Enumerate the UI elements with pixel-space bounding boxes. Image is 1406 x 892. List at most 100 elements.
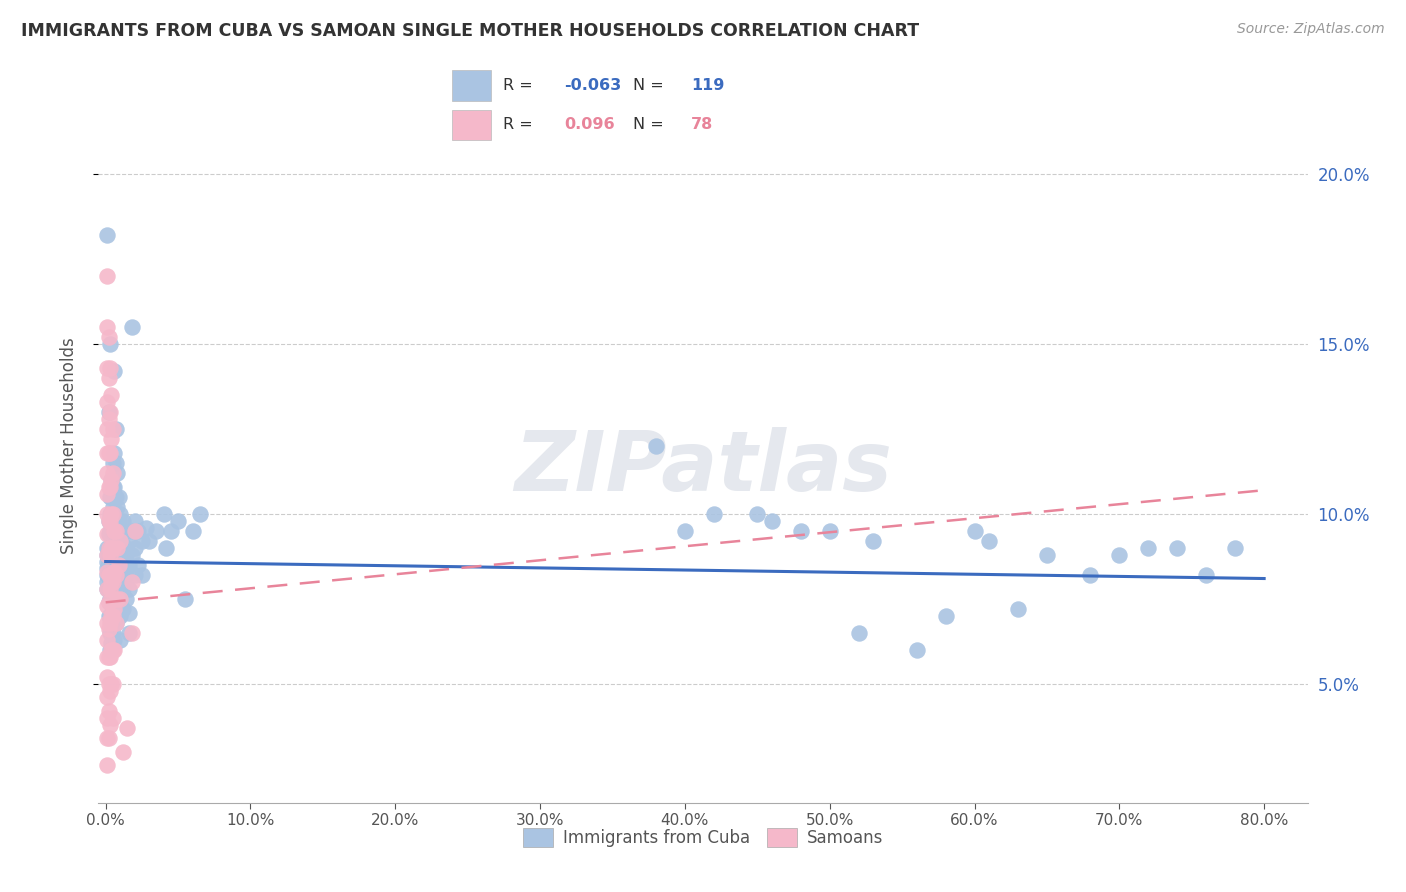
Point xyxy=(105,548,128,562)
Point xyxy=(935,608,957,623)
Point xyxy=(107,514,129,528)
Point xyxy=(97,677,120,691)
Point xyxy=(100,524,122,538)
Point xyxy=(108,507,131,521)
Point xyxy=(108,534,131,549)
Point xyxy=(97,704,120,718)
Point xyxy=(100,473,122,487)
Point xyxy=(124,541,146,555)
Point xyxy=(97,582,120,596)
Point xyxy=(104,568,127,582)
Point xyxy=(108,632,131,647)
Point xyxy=(96,269,118,284)
Point xyxy=(98,608,121,623)
Point xyxy=(101,602,124,616)
Point xyxy=(98,360,121,375)
Point xyxy=(104,524,127,538)
Point xyxy=(101,541,124,555)
Point xyxy=(105,500,128,515)
Point xyxy=(96,690,118,705)
Point xyxy=(98,524,121,538)
Point xyxy=(97,405,120,419)
Point xyxy=(135,520,157,534)
Point xyxy=(1080,568,1102,582)
Point xyxy=(104,615,127,630)
Point xyxy=(96,228,118,243)
Point xyxy=(747,507,769,521)
Point xyxy=(100,507,122,521)
Point xyxy=(107,558,129,572)
Point xyxy=(181,524,204,538)
Point xyxy=(98,591,121,606)
Point xyxy=(790,524,813,538)
Point xyxy=(101,507,124,521)
Point xyxy=(96,548,118,562)
Point xyxy=(145,524,167,538)
Point xyxy=(103,527,125,541)
Point xyxy=(98,683,121,698)
Text: R =: R = xyxy=(503,78,538,93)
Point xyxy=(96,582,118,596)
Point xyxy=(100,388,122,402)
Point xyxy=(96,599,118,613)
Point xyxy=(174,591,197,606)
Point xyxy=(121,320,143,334)
Point xyxy=(1137,541,1160,555)
Point xyxy=(645,439,668,453)
Point xyxy=(118,534,141,549)
Point xyxy=(104,574,127,589)
Point xyxy=(152,507,174,521)
Point xyxy=(97,568,120,582)
Point xyxy=(100,636,122,650)
Point xyxy=(101,574,124,589)
Point xyxy=(112,537,135,551)
Text: 0.096: 0.096 xyxy=(564,117,614,132)
Point xyxy=(107,608,129,623)
Point xyxy=(96,649,118,664)
Text: Source: ZipAtlas.com: Source: ZipAtlas.com xyxy=(1237,22,1385,37)
Point xyxy=(97,514,120,528)
Point xyxy=(104,615,127,630)
Point xyxy=(105,589,128,603)
Point xyxy=(100,558,122,572)
Point xyxy=(98,615,121,630)
Point xyxy=(112,602,135,616)
Point xyxy=(96,555,118,569)
Point xyxy=(96,731,118,746)
Point xyxy=(101,677,124,691)
Point xyxy=(862,534,884,549)
Point xyxy=(103,565,125,579)
Point xyxy=(96,568,118,582)
Point xyxy=(131,534,153,549)
Point xyxy=(103,608,125,623)
FancyBboxPatch shape xyxy=(451,110,491,140)
Legend: Immigrants from Cuba, Samoans: Immigrants from Cuba, Samoans xyxy=(515,819,891,855)
Point xyxy=(127,558,149,572)
Point xyxy=(1036,548,1059,562)
Point xyxy=(848,626,870,640)
Point xyxy=(761,514,783,528)
Point xyxy=(124,514,146,528)
Point xyxy=(101,500,124,515)
Point xyxy=(1007,602,1029,616)
Point xyxy=(105,466,128,480)
Point xyxy=(105,524,128,538)
Point xyxy=(115,548,138,562)
Point xyxy=(98,582,121,596)
Text: -0.063: -0.063 xyxy=(564,78,621,93)
Point xyxy=(96,320,118,334)
Point xyxy=(107,537,129,551)
Point xyxy=(100,490,122,504)
Point xyxy=(108,591,131,606)
Point xyxy=(96,582,118,596)
Point xyxy=(112,582,135,596)
Point xyxy=(96,507,118,521)
Point xyxy=(100,541,122,555)
Point xyxy=(98,558,121,572)
Point xyxy=(1108,548,1130,562)
Point xyxy=(97,541,120,555)
Point xyxy=(97,595,120,609)
Text: N =: N = xyxy=(633,78,669,93)
Point xyxy=(98,548,121,562)
Point xyxy=(96,758,118,772)
